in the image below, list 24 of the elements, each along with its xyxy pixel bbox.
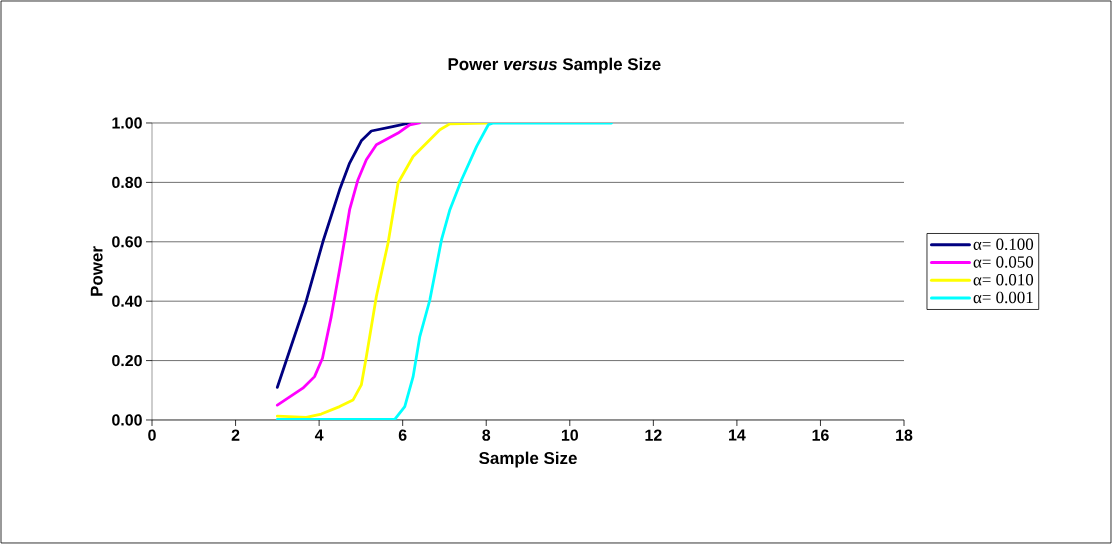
legend-label: α= 0.010: [973, 273, 1034, 286]
x-tick-label: 6: [398, 429, 407, 441]
x-tick-label: 14: [729, 429, 746, 441]
y-tick-label: 0.40: [112, 295, 142, 307]
y-tick-label: 0.80: [112, 176, 142, 189]
y-tick-label: 0.60: [112, 236, 142, 248]
x-tick-label: 2: [231, 429, 240, 441]
line-series: [275, 122, 488, 419]
y-tick-label: 1.00: [112, 117, 142, 129]
x-tick-label: 8: [482, 429, 491, 441]
x-tick-label: 12: [645, 429, 662, 441]
y-tick-label: 0.20: [112, 354, 142, 367]
y-axis-title: Power: [90, 246, 103, 296]
x-tick-label: 16: [812, 429, 829, 441]
x-tick-label: 10: [561, 429, 578, 441]
x-tick-label: 4: [314, 429, 324, 441]
legend-label: α= 0.001: [973, 291, 1033, 304]
y-tick-label: 0.00: [112, 414, 142, 426]
chart-title: Power versus Sample Size: [448, 57, 661, 74]
x-axis-title: Sample Size: [479, 451, 577, 468]
legend-label: α= 0.100: [973, 238, 1034, 250]
legend-label: α= 0.050: [973, 256, 1034, 268]
x-tick-label: 18: [896, 429, 913, 441]
x-tick-label: 0: [148, 429, 156, 441]
